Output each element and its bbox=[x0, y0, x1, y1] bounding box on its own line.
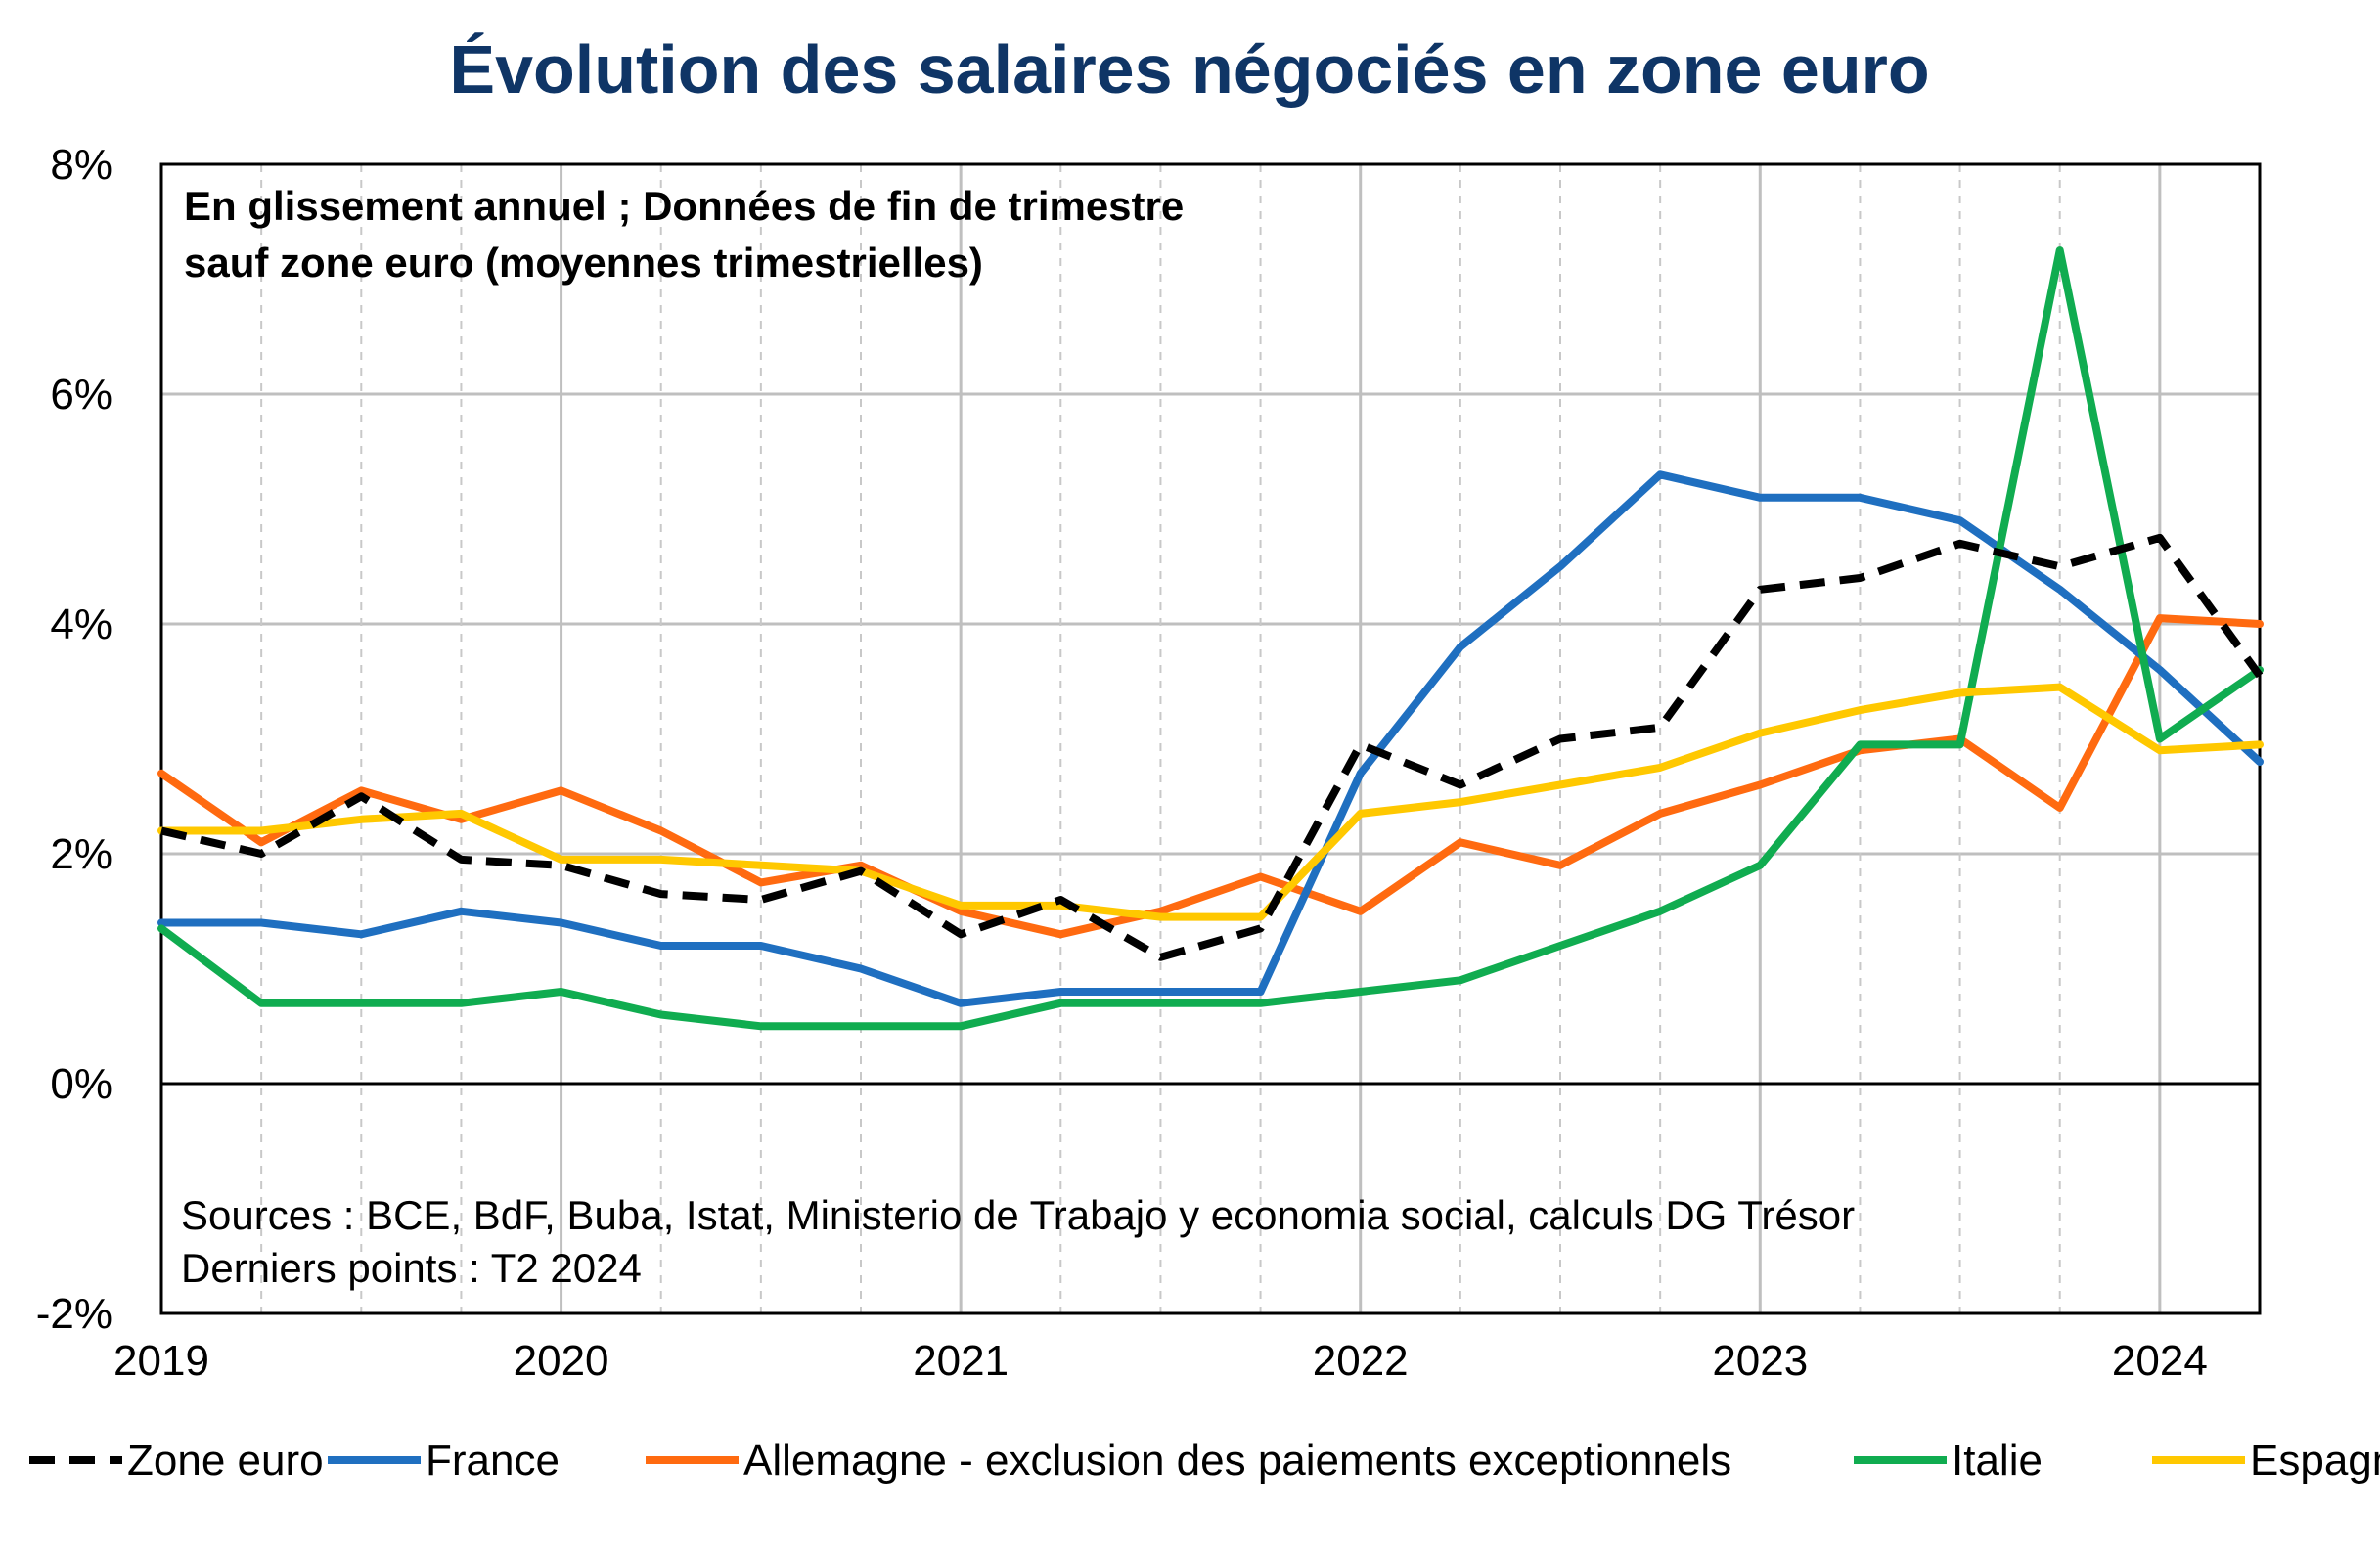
chart-note-line-1: En glissement annuel ; Données de fin de… bbox=[184, 183, 1184, 229]
chart-title: Évolution des salaires négociés en zone … bbox=[449, 31, 1929, 108]
legend-label-0: Zone euro bbox=[127, 1437, 324, 1485]
x-tick-label: 2022 bbox=[1313, 1337, 1409, 1385]
legend-label-4: Espagne bbox=[2250, 1437, 2380, 1485]
sources-text: Sources : BCE, BdF, Buba, Istat, Ministe… bbox=[181, 1192, 1855, 1238]
x-tick-label: 2021 bbox=[913, 1337, 1009, 1385]
y-tick-label: 6% bbox=[50, 371, 112, 419]
series-lines bbox=[157, 246, 2264, 1031]
y-tick-label: 2% bbox=[50, 830, 112, 878]
legend: Zone euro France Allemagne - exclusion des… bbox=[29, 1437, 2380, 1485]
y-tick-label: 4% bbox=[50, 600, 112, 648]
series-line-0 bbox=[160, 533, 2264, 961]
series-line-4 bbox=[157, 683, 2264, 921]
y-tick-label: -2% bbox=[36, 1290, 112, 1338]
x-axis-ticks: 2019 2020 2021 2022 2023 2024 bbox=[113, 1337, 2208, 1385]
series-line-3 bbox=[157, 246, 2264, 1031]
y-tick-label: 0% bbox=[50, 1060, 112, 1108]
x-tick-label: 2023 bbox=[1712, 1337, 1808, 1385]
legend-label-3: Italie bbox=[1952, 1437, 2043, 1485]
series-line-2 bbox=[157, 614, 2264, 939]
x-tick-label: 2019 bbox=[113, 1337, 209, 1385]
legend-label-2: Allemagne - exclusion des paiements exce… bbox=[743, 1437, 1731, 1485]
x-tick-label: 2020 bbox=[514, 1337, 609, 1385]
y-axis-ticks: 8% 6% 4% 2% 0% -2% bbox=[36, 141, 112, 1338]
last-points-text: Derniers points : T2 2024 bbox=[181, 1245, 642, 1291]
x-tick-label: 2024 bbox=[2112, 1337, 2208, 1385]
series-line-1 bbox=[157, 470, 2264, 1007]
y-tick-label: 8% bbox=[50, 141, 112, 189]
legend-label-1: France bbox=[426, 1437, 560, 1485]
plot-area-frame bbox=[159, 162, 2262, 1315]
chart-note-line-2: sauf zone euro (moyennes trimestrielles) bbox=[184, 240, 983, 286]
